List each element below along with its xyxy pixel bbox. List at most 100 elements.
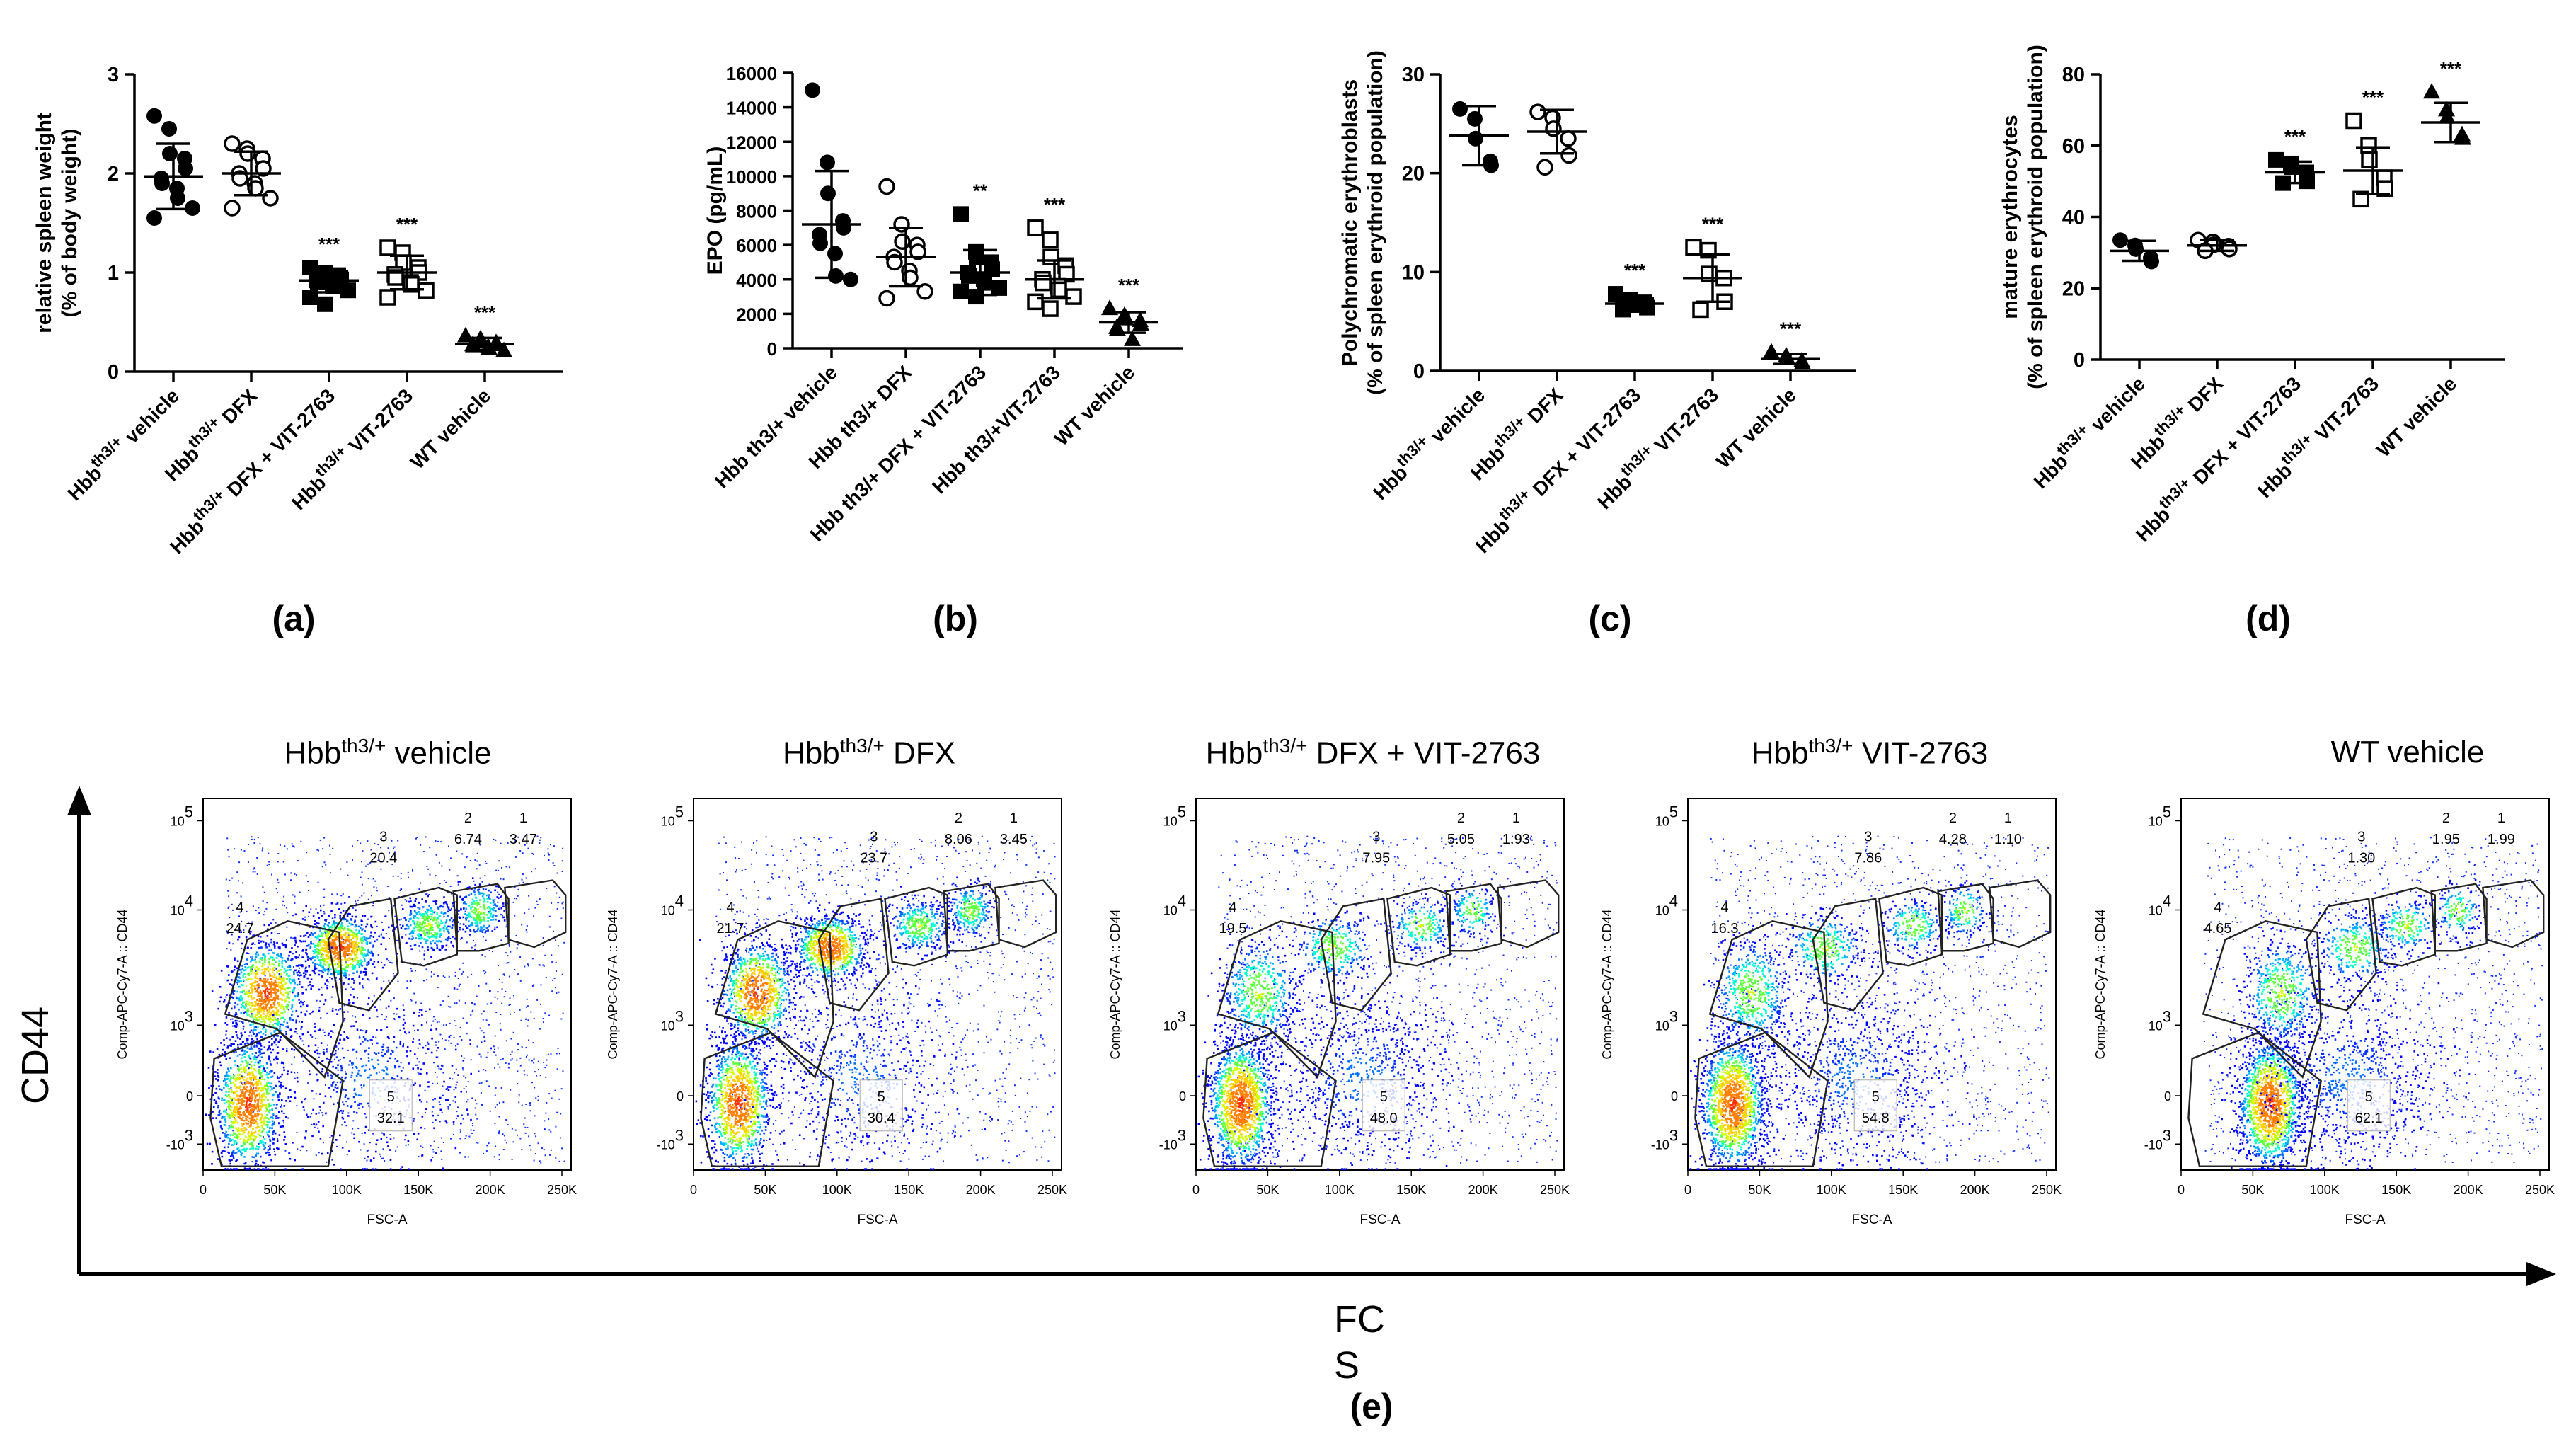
event-dot: [485, 971, 486, 973]
event-dot: [268, 1118, 270, 1121]
event-dot: [238, 973, 240, 975]
event-dot: [258, 1009, 260, 1012]
event-dot: [230, 1067, 232, 1070]
data-point: [1043, 233, 1057, 247]
event-dot: [440, 920, 442, 922]
event-dot: [553, 865, 555, 866]
data-point: [1639, 300, 1655, 316]
event-dot: [239, 1054, 241, 1055]
event-dot: [228, 1088, 230, 1090]
event-dot: [245, 976, 247, 978]
event-dot: [270, 993, 272, 995]
event-dot: [231, 904, 233, 905]
event-dot: [539, 842, 540, 844]
event-dot: [248, 1014, 250, 1016]
event-dot: [381, 1133, 383, 1134]
event-dot: [481, 1030, 483, 1031]
event-dot: [272, 1120, 274, 1122]
event-dot: [243, 1066, 246, 1068]
event-dot: [437, 975, 439, 977]
event-dot: [471, 1129, 472, 1130]
event-dot: [285, 961, 287, 963]
event-dot: [437, 1115, 439, 1116]
event-dot: [560, 1138, 561, 1139]
event-dot: [239, 1038, 241, 1040]
event-dot: [293, 979, 295, 981]
event-dot: [461, 973, 463, 975]
event-dot: [256, 966, 258, 968]
event-dot: [382, 1148, 384, 1150]
event-dot: [305, 961, 307, 963]
event-dot: [514, 1012, 515, 1013]
event-dot: [364, 1158, 366, 1159]
event-dot: [498, 1133, 500, 1134]
event-dot: [435, 1045, 437, 1046]
event-dot: [333, 924, 335, 926]
event-dot: [483, 1036, 485, 1037]
event-dot: [267, 1126, 269, 1128]
event-dot: [333, 921, 335, 923]
event-dot: [526, 929, 527, 931]
event-dot: [441, 945, 443, 947]
event-dot: [316, 922, 318, 924]
event-dot: [425, 934, 427, 936]
event-dot: [232, 1116, 234, 1118]
event-dot: [384, 1160, 385, 1162]
event-dot: [263, 914, 265, 915]
event-dot: [401, 919, 402, 920]
event-dot: [224, 1079, 226, 1082]
event-dot: [343, 910, 345, 912]
event-dot: [436, 937, 438, 939]
event-dot: [236, 1137, 238, 1139]
event-dot: [305, 967, 307, 969]
event-dot: [265, 1029, 267, 1031]
event-dot: [323, 968, 325, 970]
event-dot: [261, 998, 263, 1000]
event-dot: [426, 911, 428, 913]
event-dot: [346, 1141, 347, 1142]
event-dot: [345, 977, 347, 979]
event-dot: [357, 900, 359, 901]
event-dot: [241, 1007, 243, 1009]
event-dot: [464, 1088, 465, 1089]
event-dot: [432, 1106, 434, 1108]
event-dot: [360, 940, 362, 942]
event-dot: [226, 994, 228, 996]
event-dot: [546, 888, 547, 889]
event-dot: [260, 1156, 262, 1158]
event-dot: [418, 918, 420, 920]
event-dot: [369, 937, 371, 939]
event-dot: [359, 966, 361, 968]
event-dot: [280, 1039, 282, 1041]
event-dot: [271, 1038, 273, 1040]
event-dot: [246, 1099, 248, 1101]
event-dot: [238, 1098, 240, 1100]
event-dot: [221, 1097, 223, 1099]
event-dot: [233, 1075, 235, 1077]
event-dot: [341, 922, 343, 924]
event-dot: [345, 970, 347, 972]
event-dot: [252, 1053, 254, 1055]
event-dot: [248, 995, 251, 997]
event-dot: [367, 924, 369, 926]
event-dot: [234, 1060, 236, 1062]
event-dot: [277, 892, 278, 893]
event-dot: [331, 978, 333, 980]
event-dot: [403, 1043, 404, 1045]
event-dot: [272, 1076, 274, 1078]
event-dot: [372, 927, 374, 929]
event-dot: [251, 1061, 253, 1063]
event-dot: [342, 972, 344, 974]
event-dot: [546, 1065, 547, 1066]
event-dot: [536, 1075, 537, 1077]
event-dot: [367, 919, 369, 920]
event-dot: [269, 1007, 271, 1009]
event-dot: [499, 1067, 500, 1068]
event-dot: [323, 961, 326, 963]
event-dot: [247, 1081, 249, 1083]
event-dot: [335, 963, 337, 965]
event-dot: [362, 954, 364, 956]
event-dot: [412, 869, 413, 871]
event-dot: [301, 1021, 304, 1023]
event-dot: [436, 919, 438, 922]
